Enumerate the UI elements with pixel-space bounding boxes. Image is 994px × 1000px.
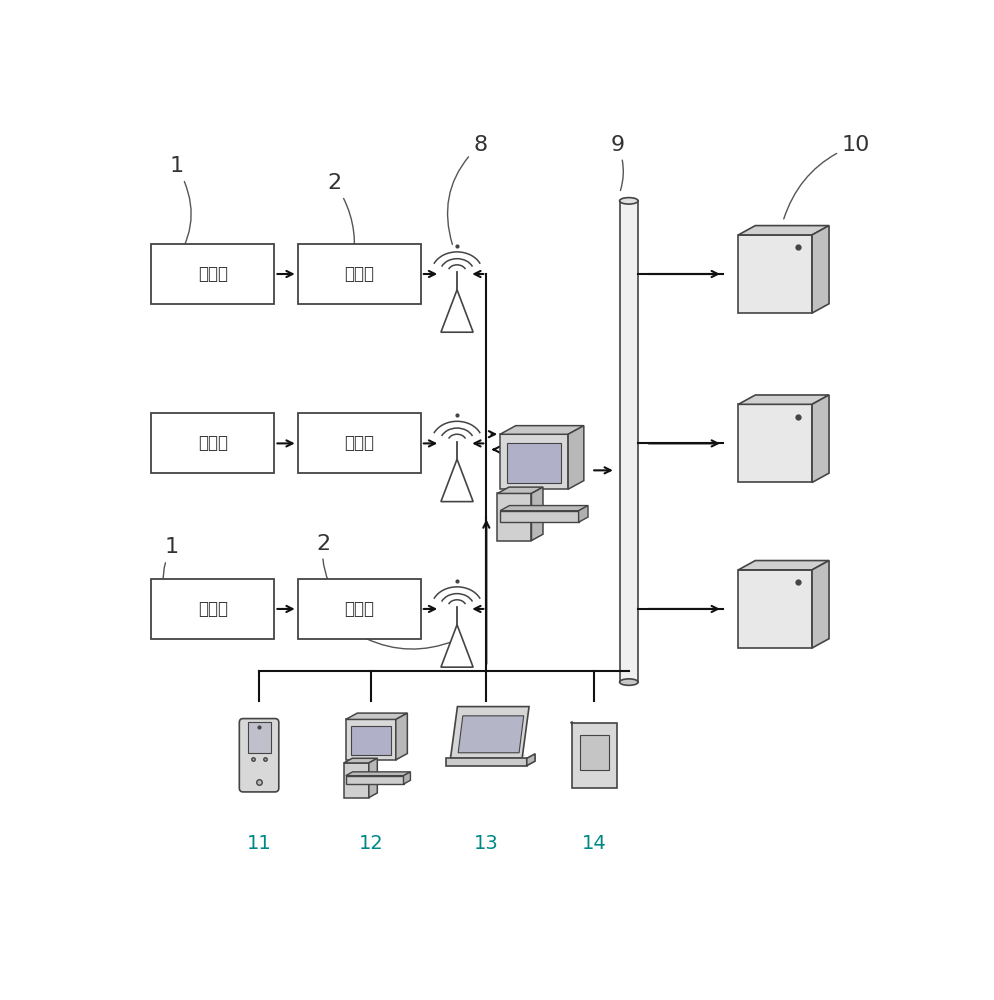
Polygon shape (532, 487, 543, 541)
Text: 8: 8 (347, 622, 454, 649)
FancyBboxPatch shape (351, 726, 391, 755)
Text: 13: 13 (474, 834, 499, 853)
Text: 1: 1 (170, 156, 191, 268)
FancyBboxPatch shape (151, 579, 274, 639)
Polygon shape (404, 772, 411, 784)
Polygon shape (346, 713, 408, 719)
Polygon shape (500, 511, 579, 522)
Polygon shape (441, 459, 473, 502)
Polygon shape (739, 235, 812, 313)
FancyBboxPatch shape (151, 413, 274, 473)
FancyBboxPatch shape (297, 244, 420, 304)
Polygon shape (579, 506, 588, 522)
Text: 1: 1 (163, 537, 179, 603)
Polygon shape (346, 776, 404, 784)
FancyBboxPatch shape (507, 443, 562, 483)
Polygon shape (739, 561, 829, 570)
Polygon shape (812, 561, 829, 648)
Text: 读写器: 读写器 (344, 600, 374, 618)
Polygon shape (500, 506, 588, 511)
Polygon shape (500, 426, 583, 434)
FancyBboxPatch shape (580, 735, 608, 770)
Text: 11: 11 (247, 834, 271, 853)
FancyBboxPatch shape (572, 723, 616, 788)
Polygon shape (812, 226, 829, 313)
Text: 集装箱: 集装箱 (198, 434, 228, 452)
Text: 12: 12 (359, 834, 383, 853)
Text: 10: 10 (783, 135, 871, 219)
FancyBboxPatch shape (151, 244, 274, 304)
Text: 集装箱: 集装箱 (198, 600, 228, 618)
FancyBboxPatch shape (619, 201, 638, 682)
Polygon shape (527, 754, 535, 766)
Polygon shape (441, 625, 473, 667)
FancyBboxPatch shape (297, 413, 420, 473)
Polygon shape (812, 395, 829, 482)
FancyBboxPatch shape (297, 579, 420, 639)
Text: 读写器: 读写器 (344, 434, 374, 452)
FancyBboxPatch shape (240, 719, 278, 792)
Polygon shape (450, 707, 529, 758)
Polygon shape (344, 763, 369, 798)
Text: 14: 14 (581, 834, 606, 853)
Polygon shape (739, 226, 829, 235)
Ellipse shape (619, 679, 638, 685)
Polygon shape (346, 719, 396, 760)
Polygon shape (500, 434, 569, 489)
Text: 8: 8 (447, 135, 487, 244)
Polygon shape (346, 772, 411, 776)
Polygon shape (497, 493, 532, 541)
Ellipse shape (619, 198, 638, 204)
Polygon shape (446, 758, 527, 766)
Polygon shape (739, 570, 812, 648)
Polygon shape (569, 426, 583, 489)
Text: 9: 9 (610, 135, 624, 191)
Polygon shape (369, 758, 378, 798)
Polygon shape (344, 758, 378, 763)
Polygon shape (396, 713, 408, 760)
Text: 2: 2 (327, 173, 355, 267)
Polygon shape (458, 716, 524, 753)
Text: 读写器: 读写器 (344, 265, 374, 283)
Polygon shape (441, 290, 473, 332)
Text: 2: 2 (316, 534, 342, 603)
FancyBboxPatch shape (248, 722, 270, 753)
Polygon shape (739, 404, 812, 482)
Text: 集装箱: 集装箱 (198, 265, 228, 283)
Polygon shape (497, 487, 543, 493)
Polygon shape (739, 395, 829, 404)
